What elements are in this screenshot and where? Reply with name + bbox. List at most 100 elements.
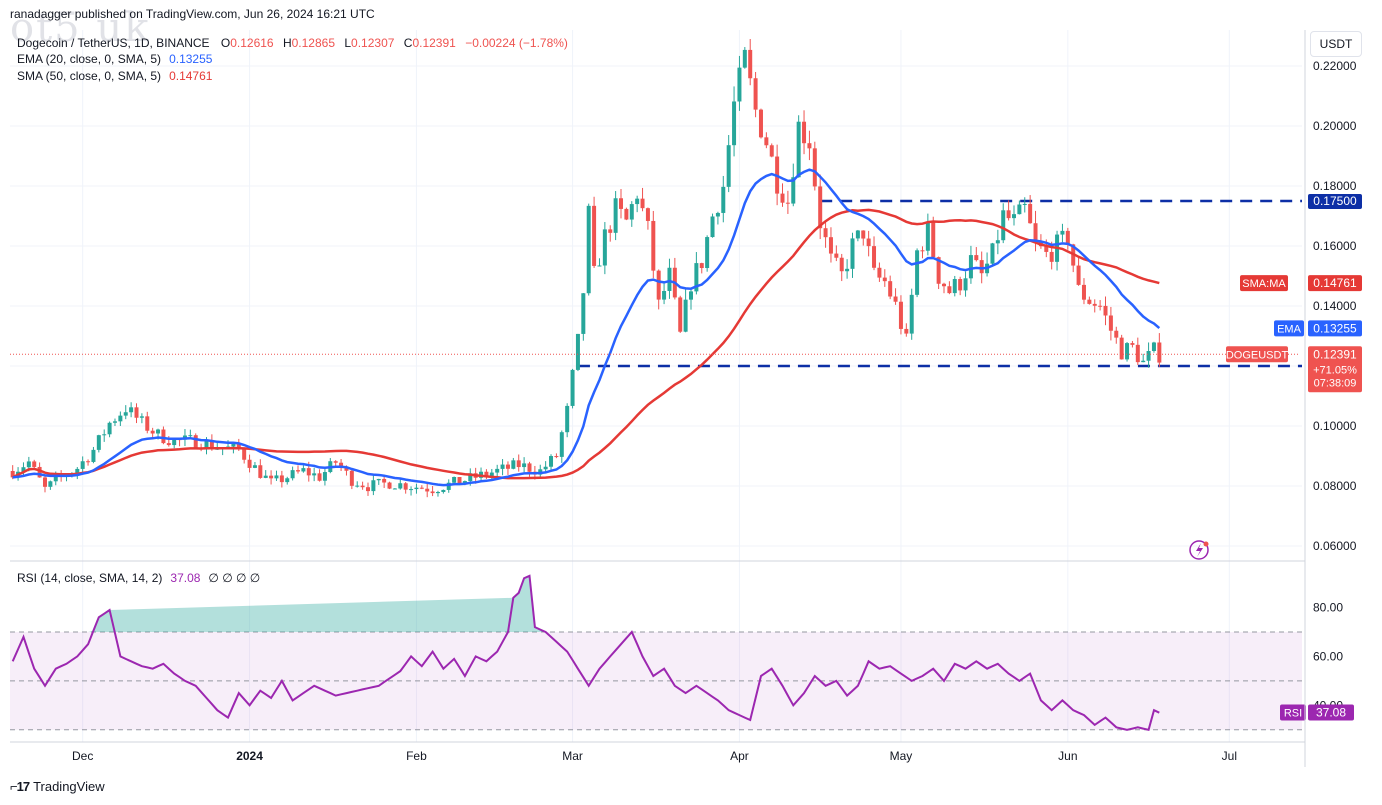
candle-body [1119,337,1124,360]
candle-body [570,369,575,406]
candle-body [1022,203,1027,205]
candle-body [936,257,941,284]
candle-body [1098,305,1103,307]
candle-body [979,260,984,274]
candle-body [635,198,640,205]
candle-body [468,473,473,482]
candle-body [53,475,58,482]
time-axis-labels: Dec 2024 Feb Mar Apr May Jun Jul [72,749,1237,763]
candle-body [236,443,241,450]
candle-body [306,468,311,476]
candle-body [75,468,80,474]
candle-body [753,78,758,110]
candle-body [1157,342,1162,363]
candle-body [312,473,317,476]
candle-body [1151,342,1156,352]
rsi-band [10,632,1302,730]
candle-body [667,267,672,291]
candle-body [780,193,785,203]
level-tag-label: 0.17500 [1313,194,1357,208]
candle-body [398,483,403,489]
price-axis-labels: 0.220000.200000.180000.160000.140000.120… [1313,59,1357,553]
price-tag-value-box [1308,275,1362,292]
rsi-legend: RSI (14, close, SMA, 14, 2) [17,571,162,585]
candle-body [850,238,855,269]
time-tick-label: Apr [730,749,749,763]
currency-button[interactable]: USDT [1310,31,1362,57]
candle-body [279,475,284,483]
candle-body [861,230,866,239]
candle-body [1011,214,1016,219]
candle-body [204,440,209,450]
candle-body [737,67,742,102]
candle-body [1146,351,1151,361]
svg-text:Dogecoin / TetherUS, 1D, BINAN: Dogecoin / TetherUS, 1D, BINANCE O0.1261… [17,36,568,50]
candle-body [898,301,903,329]
ema-20-line [12,168,1161,487]
symbol-title: Dogecoin / TetherUS, 1D, BINANCE [17,36,210,50]
candle-body [958,279,963,291]
candle-body [145,416,150,431]
time-tick-label: Jun [1058,749,1077,763]
price-tick-label: 0.22000 [1313,59,1357,73]
candle-body [118,415,123,422]
candle-body [925,221,930,251]
candle-body [1044,246,1049,252]
candle-body [678,297,683,332]
candle-body [392,488,397,490]
candle-body [139,416,144,418]
candle-body [549,456,554,467]
tradingview-logo: ⌐17 TradingView [10,779,105,794]
time-tick-label: Jul [1222,749,1237,763]
candle-body [355,485,360,487]
candle-body [42,477,47,487]
price-tag-name: EMA [1277,323,1302,335]
candle-body [828,237,833,254]
candle-body [877,267,882,278]
candle-body [435,492,440,494]
candle-body [866,238,871,247]
candle-body [441,489,446,493]
candle-body [1103,305,1108,316]
candle-body [1087,299,1092,304]
candle-body [32,461,37,467]
candle-body [430,491,435,494]
candle-body [112,421,117,423]
candle-body [172,439,177,446]
price-tag-value-box [1308,346,1362,393]
candle-body [1028,203,1033,224]
candle-body [166,443,171,446]
candle-body [1125,343,1130,360]
candle-body [758,109,763,138]
candle-body [156,429,161,434]
candle-body [414,487,419,490]
candle-body [855,230,860,239]
candle-body [920,250,925,252]
candle-body [322,472,327,481]
sma-50-line [12,208,1160,480]
candle-body [349,470,354,486]
candle-body [37,466,42,478]
candle-body [269,475,274,479]
lightning-icon[interactable] [1189,540,1209,560]
candle-body [742,49,747,68]
candle-body [931,221,936,258]
candle-body [247,459,252,468]
candle-body [462,481,467,484]
candle-body [107,422,112,435]
candle-body [726,145,731,187]
candle-body [1060,230,1065,235]
sma-legend: SMA (50, close, 0, SMA, 5) [17,69,161,83]
candle-body [624,208,629,220]
candle-body [705,237,710,269]
candle-body [995,240,1000,244]
candle-body [522,463,527,468]
candle-body [1081,284,1086,300]
candle-body [134,407,139,418]
candle-body [915,250,920,295]
price-tag-name: SMA:MA [1242,278,1286,290]
candle-body [409,489,414,491]
svg-text:RSI (14, close, SMA, 14, 2)37.: RSI (14, close, SMA, 14, 2) 37.08 ∅ ∅ ∅ ∅ [17,571,260,585]
